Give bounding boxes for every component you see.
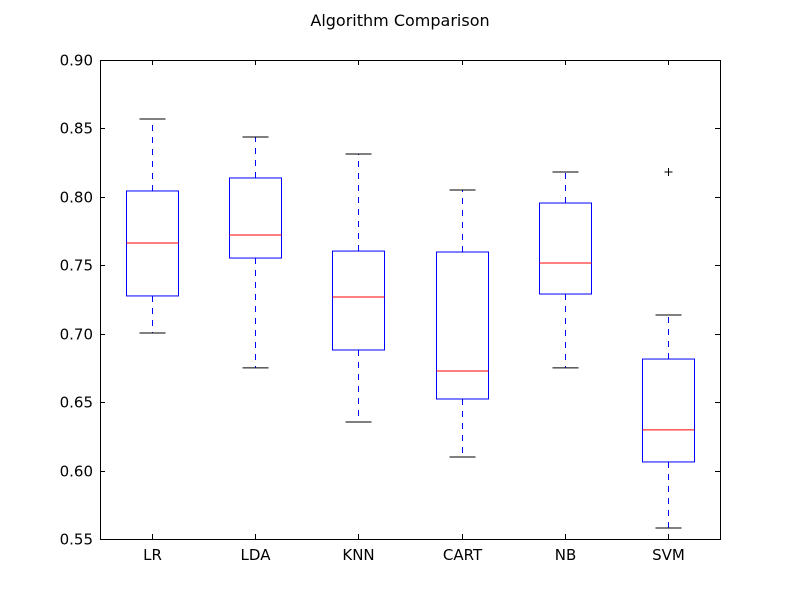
x-tick-label: LDA (241, 546, 272, 564)
box-iqr (229, 177, 282, 259)
y-tick-label: 0.60 (60, 463, 93, 481)
chart-title: Algorithm Comparison (310, 11, 489, 30)
y-tick-label: 0.65 (60, 394, 93, 412)
y-tick-label: 0.70 (60, 326, 93, 344)
y-tick-label: 0.90 (60, 52, 93, 70)
y-tick-label: 0.75 (60, 257, 93, 275)
box-iqr (332, 250, 385, 351)
box-lr (126, 118, 179, 334)
outlier-point (664, 167, 673, 176)
box-cart (436, 189, 489, 458)
x-tick-label: KNN (342, 546, 374, 564)
box-lda (229, 136, 282, 369)
x-tick-label: NB (555, 546, 577, 564)
y-tick-label: 0.85 (60, 120, 93, 138)
plot-frame (100, 60, 721, 540)
box-iqr (436, 251, 489, 400)
x-tick-label: CART (443, 546, 483, 564)
y-tick-label: 0.55 (60, 531, 93, 549)
y-tick-label: 0.80 (60, 189, 93, 207)
box-knn (332, 153, 385, 423)
box-iqr (539, 202, 592, 295)
box-iqr (642, 358, 695, 463)
x-tick-label: SVM (652, 546, 685, 564)
box-svm (642, 167, 695, 529)
box-nb (539, 171, 592, 369)
x-tick-label: LR (143, 546, 162, 564)
